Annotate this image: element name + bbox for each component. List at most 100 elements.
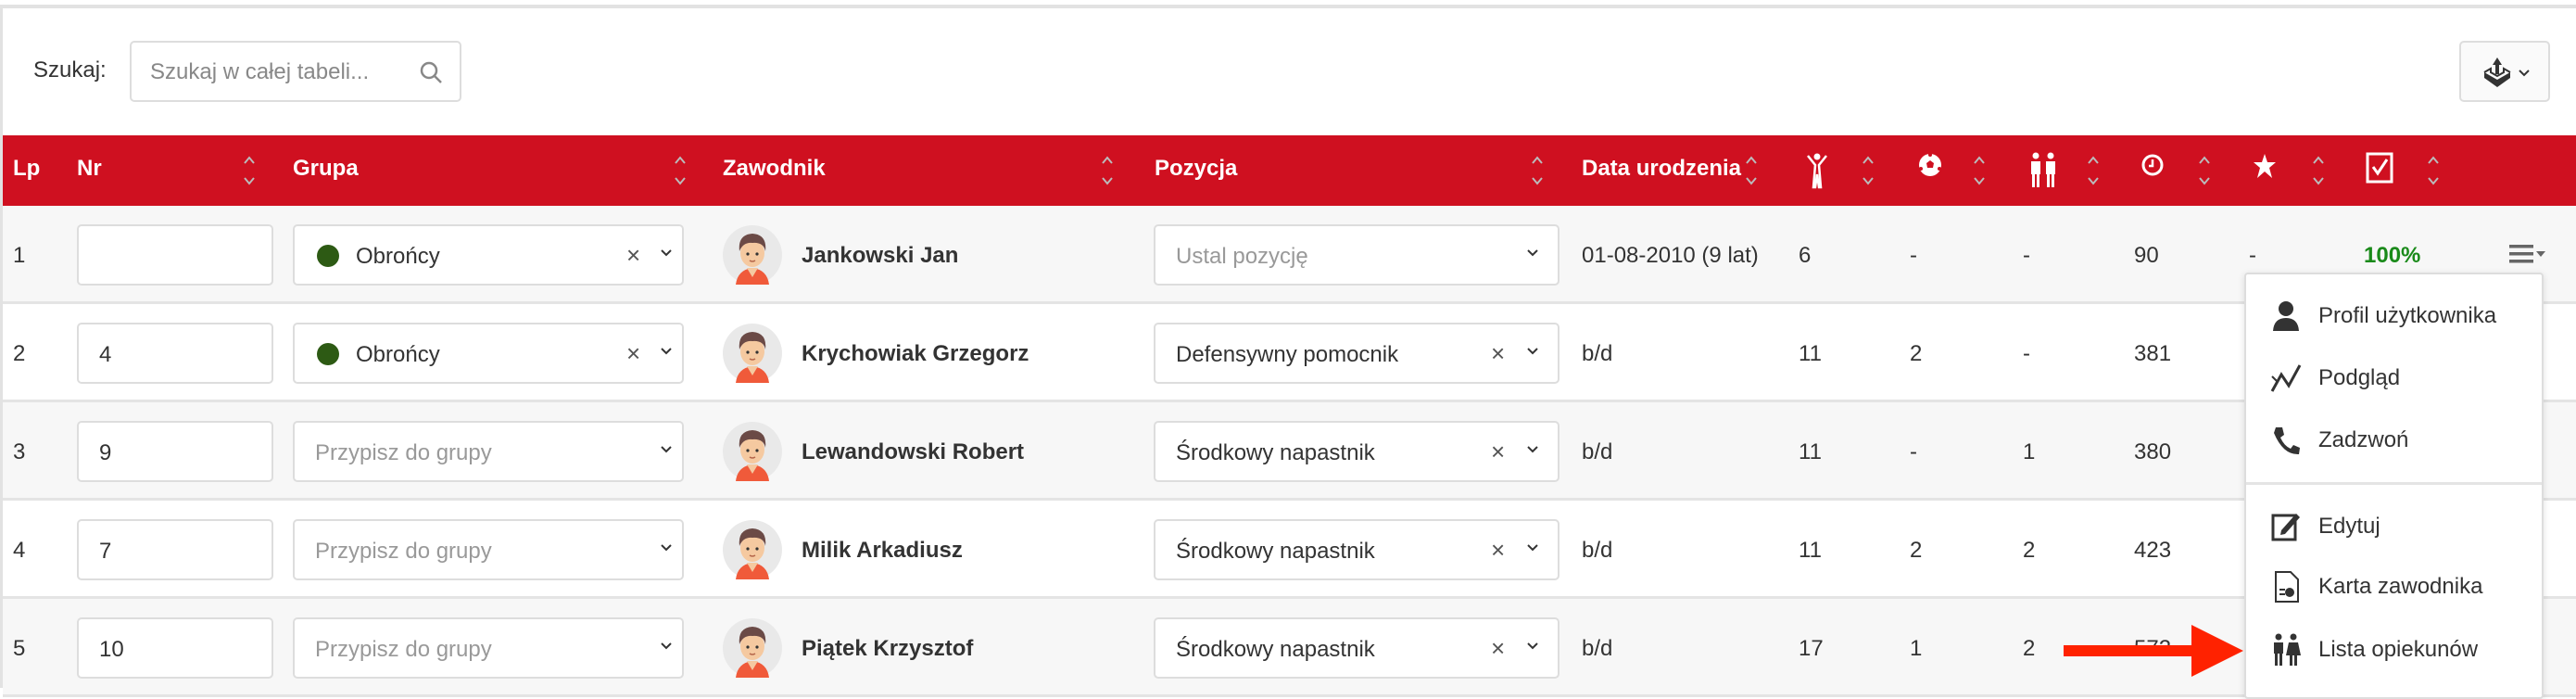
avatar: [723, 324, 782, 383]
position-select[interactable]: Środkowy napastnik ×: [1154, 617, 1559, 679]
player-name[interactable]: Lewandowski Robert: [802, 439, 1025, 464]
birth-date: b/d: [1582, 439, 1613, 464]
soccer-ball-icon[interactable]: [1917, 152, 1943, 178]
clear-icon[interactable]: ×: [1491, 438, 1506, 465]
checkbox-icon[interactable]: [2366, 152, 2393, 184]
avatar: [723, 225, 782, 285]
position-placeholder: Ustal pozycję: [1176, 244, 1308, 269]
chevron-down-icon[interactable]: [660, 541, 673, 554]
chevron-down-icon[interactable]: [1526, 345, 1539, 358]
nr-value: 10: [99, 637, 124, 662]
header-pozycja[interactable]: Pozycja: [1155, 156, 1238, 181]
sort-icon[interactable]: [1745, 154, 1758, 187]
stat-people: -: [2023, 341, 2030, 366]
table-row: 2 4 Obrońcy × Krychowiak Grzegorz Defensywny …: [3, 304, 2576, 402]
menu-item-report-file[interactable]: Karta zawodnika: [2246, 559, 2542, 615]
menu-item-chart-line[interactable]: Podgląd: [2246, 350, 2542, 406]
sort-icon[interactable]: [1101, 154, 1114, 187]
group-select[interactable]: Obrońcy ×: [293, 323, 684, 384]
chevron-down-icon[interactable]: [660, 345, 673, 358]
header-grupa[interactable]: Grupa: [293, 156, 359, 181]
sort-icon[interactable]: [1973, 154, 1986, 187]
group-color-dot: [317, 245, 339, 267]
nr-input[interactable]: 9: [77, 421, 273, 482]
group-select[interactable]: Przypisz do grupy: [293, 617, 684, 679]
stat-person-stretch: 11: [1799, 341, 1822, 366]
stat-soccer-ball: 1: [1910, 636, 1923, 661]
player-name[interactable]: Milik Arkadiusz: [802, 538, 963, 563]
chevron-down-icon[interactable]: [1526, 640, 1539, 653]
nr-input[interactable]: [77, 224, 273, 286]
group-select[interactable]: Przypisz do grupy: [293, 519, 684, 580]
sort-icon[interactable]: [1531, 154, 1544, 187]
menu-item-guardians[interactable]: Lista opiekunów: [2246, 622, 2542, 678]
search-input[interactable]: Szukaj w całej tabeli...: [130, 41, 461, 102]
player-name[interactable]: Krychowiak Grzegorz: [802, 341, 1029, 366]
position-value: Środkowy napastnik: [1176, 637, 1375, 662]
position-select[interactable]: Defensywny pomocnik ×: [1154, 323, 1559, 384]
row-context-menu: Profil użytkownika Podgląd Zadzwoń Edytuj Ka…: [2244, 273, 2544, 699]
header-nr[interactable]: Nr: [77, 156, 102, 181]
sort-icon[interactable]: [674, 154, 687, 187]
group-select[interactable]: Przypisz do grupy: [293, 421, 684, 482]
position-value: Środkowy napastnik: [1176, 440, 1375, 465]
nr-value: 9: [99, 440, 112, 465]
nr-value: 4: [99, 342, 112, 367]
clear-icon[interactable]: ×: [626, 339, 641, 367]
people-icon[interactable]: [2028, 152, 2058, 189]
birth-date: 01-08-2010 (9 lat): [1582, 243, 1759, 268]
player-name[interactable]: Piątek Krzysztof: [802, 636, 974, 661]
menu-item-label: Zadzwoń: [2318, 427, 2409, 452]
clear-icon[interactable]: ×: [1491, 339, 1506, 367]
header-zawodnik[interactable]: Zawodnik: [723, 156, 826, 181]
header-data-urodzenia[interactable]: Data urodzenia: [1582, 156, 1742, 181]
position-select[interactable]: Ustal pozycję: [1154, 224, 1559, 286]
position-select[interactable]: Środkowy napastnik ×: [1154, 421, 1559, 482]
birth-date: b/d: [1582, 341, 1613, 366]
nr-input[interactable]: 10: [77, 617, 273, 679]
phone-icon: [2274, 427, 2300, 455]
birth-date: b/d: [1582, 538, 1613, 563]
chevron-down-icon[interactable]: [660, 247, 673, 260]
stat-clock: 380: [2134, 439, 2172, 464]
chevron-down-icon[interactable]: [1526, 443, 1539, 456]
sort-icon[interactable]: [2312, 154, 2325, 187]
clock-icon[interactable]: [2141, 152, 2164, 178]
nr-input[interactable]: 4: [77, 323, 273, 384]
group-color-dot: [317, 343, 339, 365]
avatar: [723, 422, 782, 481]
stat-people: 2: [2023, 636, 2036, 661]
clear-icon[interactable]: ×: [1491, 536, 1506, 564]
chevron-down-icon[interactable]: [1526, 247, 1539, 260]
position-select[interactable]: Środkowy napastnik ×: [1154, 519, 1559, 580]
sort-icon[interactable]: [2427, 154, 2440, 187]
stat-clock: 90: [2134, 243, 2159, 268]
chevron-down-icon[interactable]: [660, 443, 673, 456]
group-select[interactable]: Obrońcy ×: [293, 224, 684, 286]
person-stretch-icon[interactable]: [1806, 152, 1828, 189]
menu-item-label: Edytuj: [2318, 514, 2380, 539]
nr-input[interactable]: 7: [77, 519, 273, 580]
top-border: [0, 0, 2576, 8]
star-icon[interactable]: [2253, 152, 2277, 180]
stat-people: -: [2023, 243, 2030, 268]
menu-item-phone[interactable]: Zadzwoń: [2246, 413, 2542, 468]
menu-item-user[interactable]: Profil użytkownika: [2246, 288, 2542, 344]
sort-icon[interactable]: [2198, 154, 2211, 187]
table-row: 1 Obrońcy × Jankowski Jan Ustal pozycję 01-08…: [3, 206, 2576, 304]
sort-icon[interactable]: [243, 154, 256, 187]
export-button[interactable]: [2459, 41, 2550, 102]
sort-icon[interactable]: [1862, 154, 1875, 187]
menu-item-edit[interactable]: Edytuj: [2246, 499, 2542, 554]
player-name[interactable]: Jankowski Jan: [802, 243, 959, 268]
clear-icon[interactable]: ×: [1491, 634, 1506, 662]
row-actions-menu-icon[interactable]: [2509, 243, 2546, 265]
header-lp[interactable]: Lp: [13, 156, 41, 181]
nr-value: 7: [99, 539, 112, 564]
chevron-down-icon[interactable]: [1526, 541, 1539, 554]
chevron-down-icon[interactable]: [660, 640, 673, 653]
sort-icon[interactable]: [2087, 154, 2100, 187]
left-border: [0, 8, 3, 688]
clear-icon[interactable]: ×: [626, 241, 641, 269]
menu-item-label: Profil użytkownika: [2318, 303, 2497, 328]
